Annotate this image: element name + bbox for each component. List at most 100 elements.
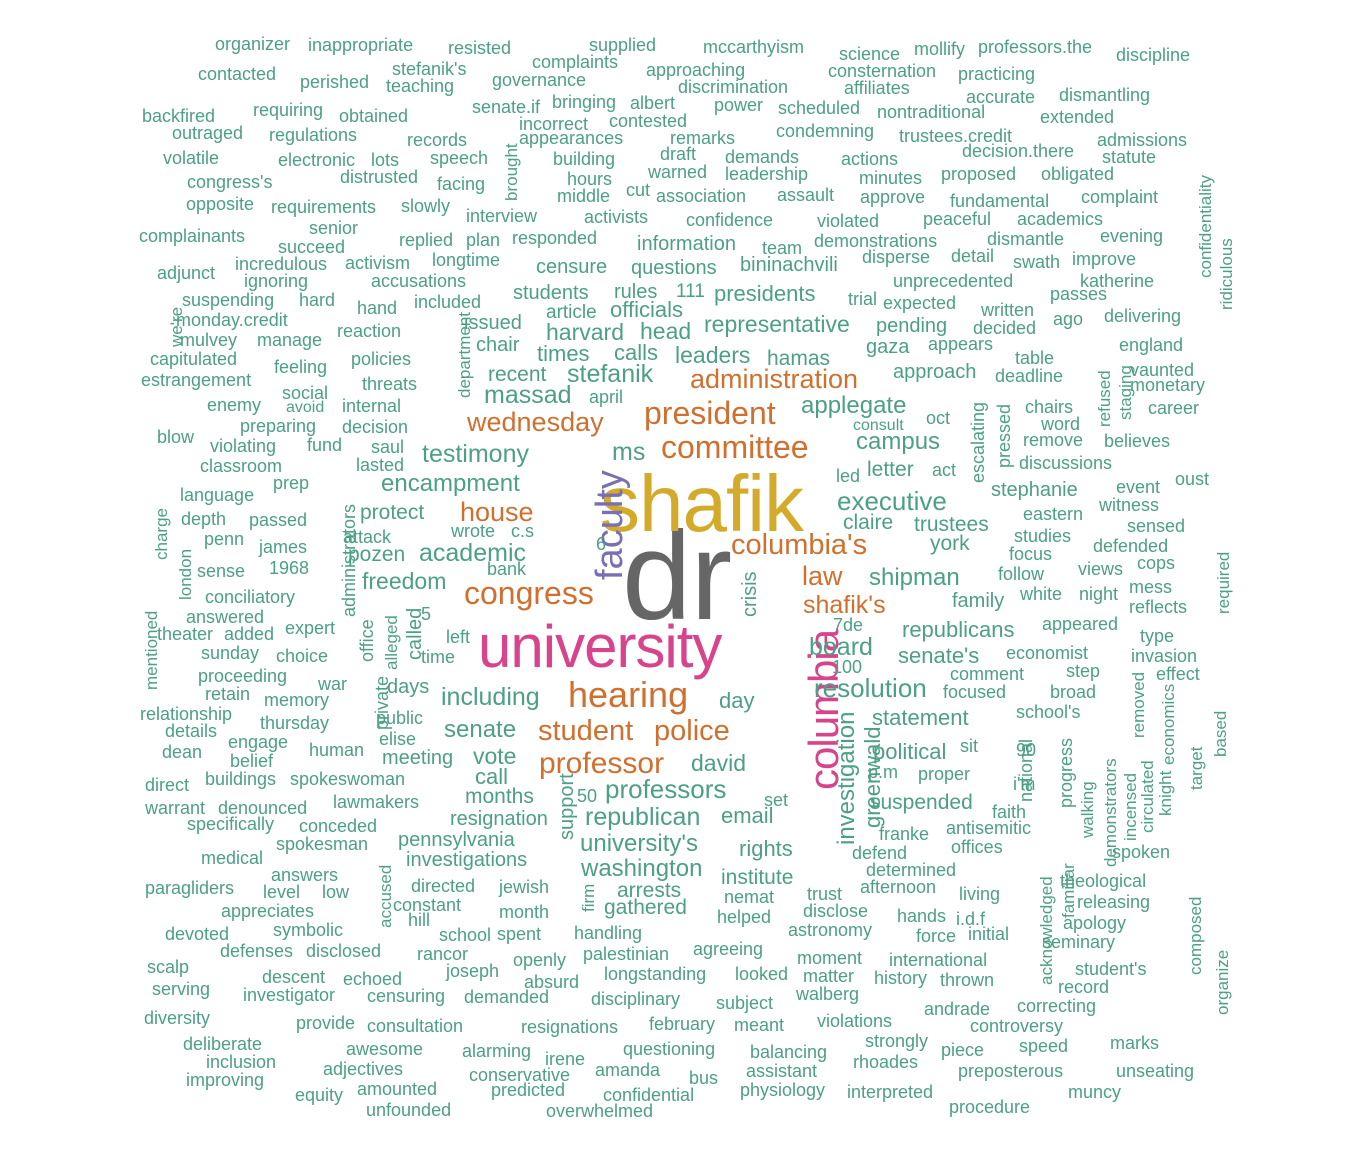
cloud-word: vote xyxy=(473,743,517,770)
cloud-word: outraged xyxy=(172,122,244,143)
cloud-word: wednesday xyxy=(467,407,604,438)
cloud-word: bank xyxy=(487,558,527,579)
cloud-word: white xyxy=(1020,583,1063,604)
cloud-word: fundamental xyxy=(950,190,1050,211)
cloud-word: hands xyxy=(897,905,947,926)
cloud-word: proceeding xyxy=(198,665,288,686)
cloud-word: defenses xyxy=(220,940,294,961)
cloud-word: meeting xyxy=(382,747,454,769)
cloud-word: rancor xyxy=(417,943,469,964)
cloud-word: 7de xyxy=(833,614,864,635)
cloud-word: backfired xyxy=(142,105,216,126)
cloud-word: suspending xyxy=(182,289,275,310)
cloud-word: looked xyxy=(735,963,789,984)
cloud-word: p.m xyxy=(868,761,899,782)
cloud-word: effect xyxy=(1156,663,1200,684)
cloud-word: obtained xyxy=(339,105,409,126)
cloud-word: improving xyxy=(186,1069,265,1090)
cloud-word: speech xyxy=(430,147,489,168)
cloud-word: pozen xyxy=(348,543,406,567)
cloud-word: affiliates xyxy=(844,77,910,98)
cloud-word: matter xyxy=(803,965,855,986)
cloud-word: strongly xyxy=(865,1030,929,1051)
cloud-word: longstanding xyxy=(604,963,707,984)
cloud-word: slowly xyxy=(401,195,451,216)
cloud-word: complainants xyxy=(139,225,246,246)
cloud-word: included xyxy=(414,291,482,312)
cloud-word: internal xyxy=(342,395,402,416)
cloud-word: retain xyxy=(205,683,251,704)
cloud-word: ridiculous xyxy=(1217,238,1236,310)
cloud-word: bininachvili xyxy=(740,254,838,276)
cloud-word: engage xyxy=(228,731,289,752)
cloud-word: feeling xyxy=(274,356,328,377)
cloud-word: violating xyxy=(210,435,277,456)
cloud-word: international xyxy=(889,949,988,970)
cloud-word: table xyxy=(1015,347,1055,368)
cloud-word: complaint xyxy=(1081,186,1159,207)
cloud-word: 50 xyxy=(577,785,598,806)
cloud-word: andrade xyxy=(924,998,991,1019)
cloud-word: muncy xyxy=(1068,1081,1122,1102)
cloud-word: president xyxy=(644,394,776,431)
cloud-word: 100 xyxy=(832,656,863,677)
cloud-word: discussions xyxy=(1019,452,1113,473)
cloud-word: unfounded xyxy=(366,1099,452,1120)
cloud-word: professors.the xyxy=(978,36,1093,57)
cloud-word: i'm xyxy=(1013,773,1036,794)
cloud-word: acknowledged xyxy=(1037,876,1056,985)
cloud-word: answered xyxy=(186,606,265,627)
cloud-word: evening xyxy=(1100,225,1164,246)
cloud-word: echoed xyxy=(343,968,403,989)
cloud-word: thrown xyxy=(940,969,995,990)
cloud-word: volatile xyxy=(163,147,220,168)
cloud-word: claire xyxy=(843,511,894,535)
cloud-word: leadership xyxy=(725,163,809,184)
cloud-word: gathered xyxy=(604,896,687,920)
cloud-word: demonstrators xyxy=(1101,758,1120,867)
cloud-word: academics xyxy=(1017,208,1104,229)
cloud-word: policies xyxy=(351,348,412,369)
cloud-word: cops xyxy=(1137,552,1176,573)
cloud-word: capitulated xyxy=(150,348,238,369)
cloud-word: social xyxy=(282,382,329,403)
cloud-word: call xyxy=(475,764,509,790)
cloud-word: mess xyxy=(1129,576,1173,597)
cloud-word: violated xyxy=(817,210,880,231)
cloud-word: balancing xyxy=(750,1041,828,1062)
cloud-word: views xyxy=(1078,558,1124,579)
cloud-word: rhoades xyxy=(853,1051,919,1072)
cloud-word: shipman xyxy=(869,563,960,591)
cloud-word: left xyxy=(446,626,471,647)
cloud-word: choice xyxy=(276,645,329,666)
cloud-word: pressed xyxy=(994,403,1014,468)
cloud-word: descent xyxy=(262,966,326,987)
cloud-word: classroom xyxy=(200,455,283,476)
cloud-word: openly xyxy=(513,949,567,970)
cloud-word: incredulous xyxy=(235,253,328,274)
cloud-word: faith xyxy=(992,801,1027,822)
cloud-word: activism xyxy=(345,252,411,273)
cloud-word: hand xyxy=(357,297,398,318)
cloud-word: based xyxy=(1211,710,1230,757)
cloud-word: presidents xyxy=(714,281,816,307)
cloud-word: resolution xyxy=(814,672,927,703)
cloud-word: 6 xyxy=(596,533,607,554)
cloud-word: applegate xyxy=(801,391,907,419)
cloud-word: trial xyxy=(848,288,878,309)
cloud-word: estrangement xyxy=(141,369,252,390)
cloud-word: deliberate xyxy=(183,1033,263,1054)
cloud-word: physiology xyxy=(740,1079,826,1100)
cloud-word: composed xyxy=(1186,896,1205,975)
cloud-word: type xyxy=(1140,625,1175,646)
cloud-word: censure xyxy=(536,256,608,278)
cloud-word: administration xyxy=(690,364,859,395)
cloud-word: palestinian xyxy=(583,943,670,964)
cloud-word: awesome xyxy=(346,1038,424,1059)
cloud-word: deadline xyxy=(995,365,1064,386)
cloud-word: senate's xyxy=(898,643,980,669)
cloud-word: amounted xyxy=(357,1078,438,1099)
cloud-word: proposed xyxy=(941,163,1017,184)
cloud-word: admissions xyxy=(1097,129,1188,150)
cloud-word: monday.credit xyxy=(176,309,288,330)
